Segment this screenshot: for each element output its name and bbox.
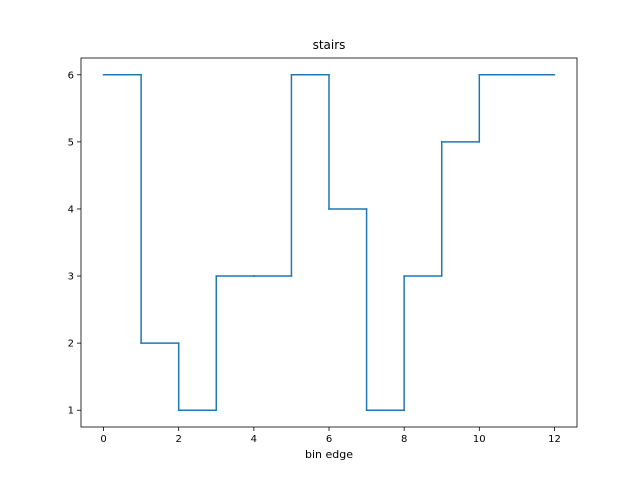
x-axis-label: bin edge — [305, 448, 353, 461]
y-tick-label: 6 — [68, 70, 74, 81]
chart-title: stairs — [313, 38, 346, 52]
y-tick-label: 2 — [68, 339, 74, 350]
x-tick-label: 2 — [176, 434, 182, 445]
y-tick-label: 4 — [68, 204, 74, 215]
x-tick-label: 0 — [100, 434, 106, 445]
y-tick-label: 3 — [68, 272, 74, 283]
x-tick-label: 4 — [251, 434, 257, 445]
x-tick-label: 12 — [548, 434, 561, 445]
x-tick-label: 10 — [473, 434, 486, 445]
y-tick-label: 1 — [68, 406, 74, 417]
y-tick-label: 5 — [68, 137, 74, 148]
x-tick-label: 8 — [401, 434, 407, 445]
x-tick-label: 6 — [326, 434, 332, 445]
plot-frame — [80, 57, 578, 428]
